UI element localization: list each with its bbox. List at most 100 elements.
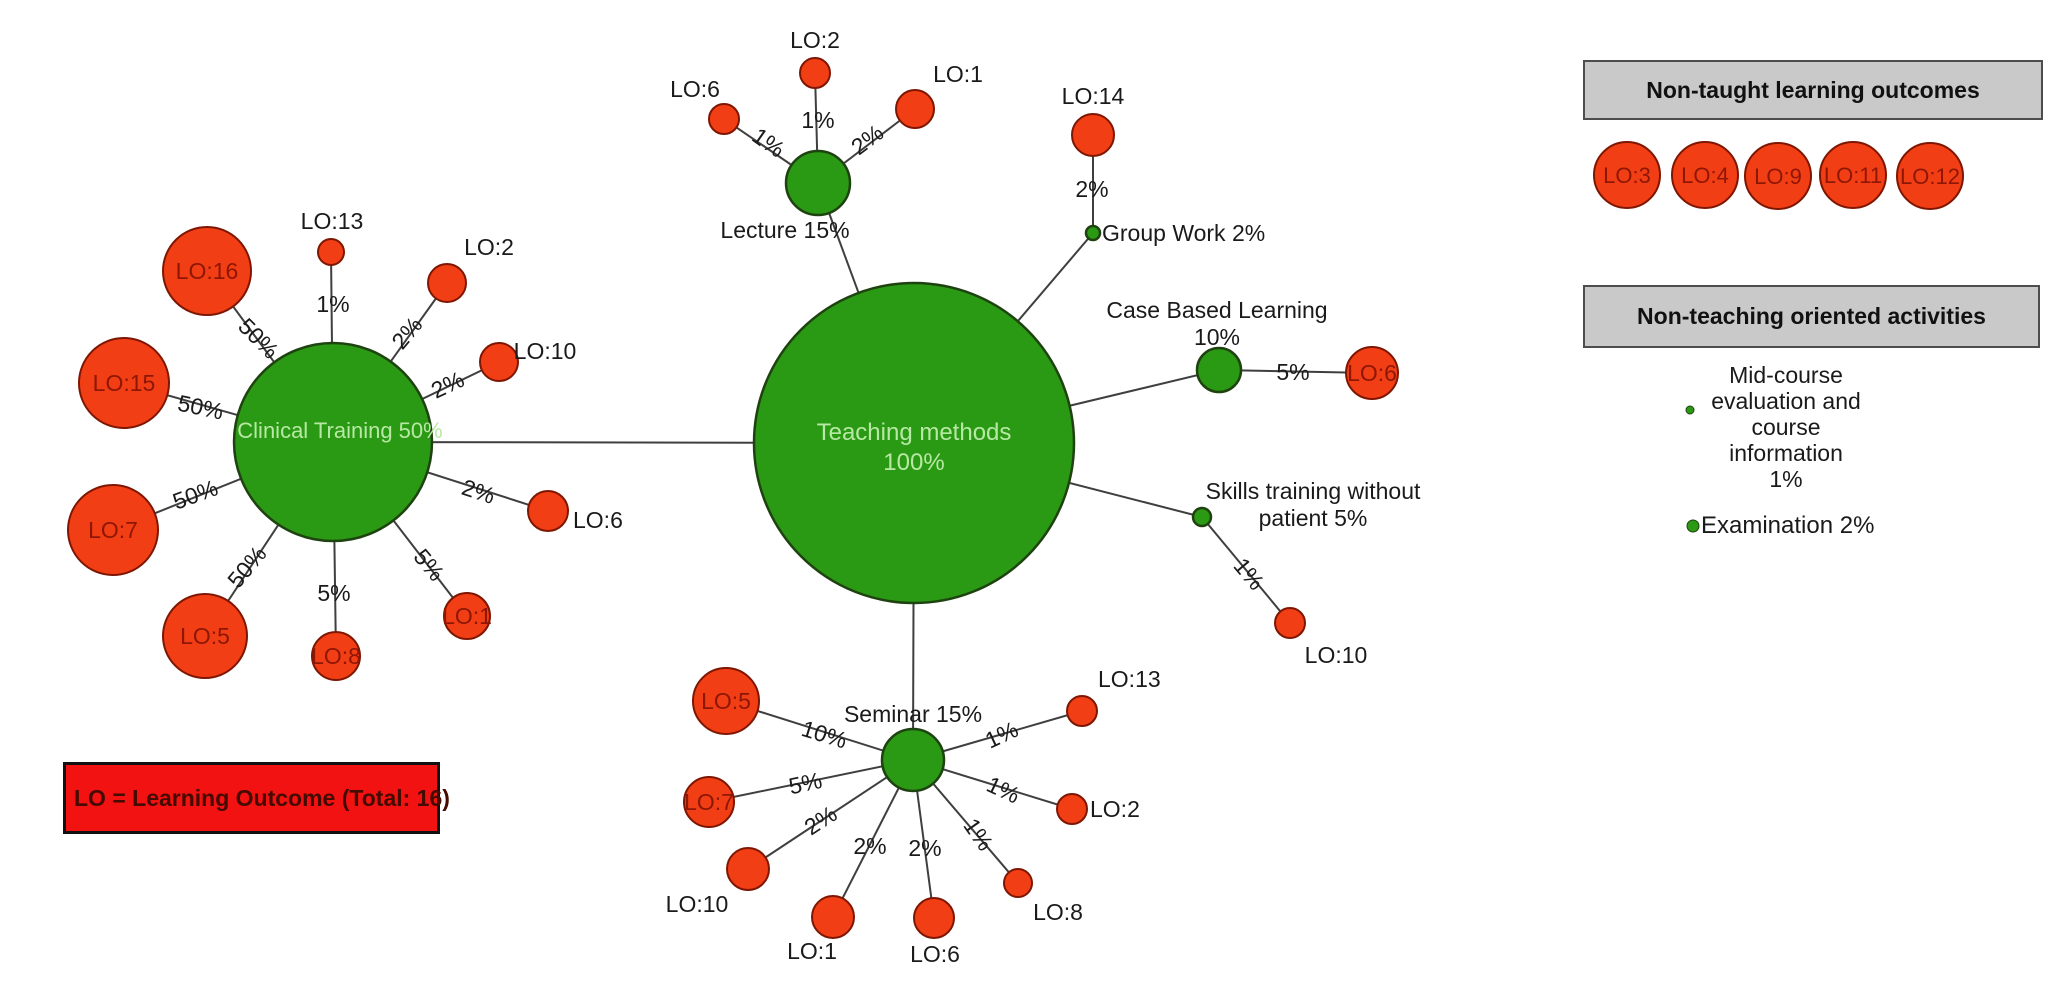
- lo-node-label-panel-lo11: LO:11: [1824, 163, 1882, 188]
- lo-node-label-clinical-lo5: LO:5: [180, 623, 230, 649]
- lo-node-label-seminar-lo7: LO:7: [684, 789, 734, 815]
- lo-node-label-clinical-lo7: LO:7: [88, 517, 138, 543]
- label-clinical-lo13: LO:13: [301, 208, 364, 234]
- label-seminar: Seminar 15%: [844, 701, 982, 727]
- pct-seminar-lo5: 10%: [799, 715, 851, 753]
- pct-lecture-lo2: 1%: [801, 107, 834, 133]
- label-skills-line1: Skills training without: [1206, 478, 1421, 504]
- label-cbl-line1: Case Based Learning: [1106, 297, 1327, 323]
- lo-node-seminar-lo13: [1066, 695, 1098, 727]
- hub-label-teaching-methods: Teaching methods 100%: [817, 419, 1012, 476]
- pct-seminar-lo6: 2%: [908, 835, 941, 861]
- pct-clinical-lo13: 1%: [316, 291, 349, 317]
- edge-seminar-lo10: [747, 759, 914, 870]
- pct-clinical-lo1: 5%: [408, 544, 449, 586]
- label-lecture-lo2: LO:2: [790, 27, 840, 53]
- pct-seminar-lo13: 1%: [981, 716, 1022, 754]
- pct-cbl-lo6: 5%: [1276, 359, 1309, 385]
- lo-node-skills-lo10: [1274, 607, 1306, 639]
- pct-seminar-lo2: 1%: [983, 771, 1024, 809]
- midcourse-line-2: evaluation and: [1711, 388, 1861, 414]
- edge-skills-lo10: [1201, 516, 1291, 624]
- lo-node-panel-lo9: [1744, 142, 1812, 210]
- lo-legend-text: LO = Learning Outcome (Total: 16): [74, 784, 450, 811]
- pct-clinical-lo5: 50%: [222, 541, 272, 593]
- lo-node-label-clinical-lo15: LO:15: [93, 370, 156, 396]
- label-group-work: Group Work 2%: [1102, 220, 1265, 246]
- lo-node-clinical-lo16: [162, 226, 252, 316]
- non-teaching-activities-title: Non-teaching oriented activities: [1637, 303, 1986, 329]
- label-clinical-lo2: LO:2: [464, 234, 514, 260]
- pct-clinical-lo16: 50%: [233, 313, 284, 364]
- lo-node-clinical-lo15: [78, 337, 170, 429]
- pct-lecture-lo1: 2%: [846, 119, 888, 160]
- pct-clinical-lo7: 50%: [169, 474, 221, 514]
- lo-node-clinical-lo10: [479, 342, 519, 382]
- label-seminar-lo1: LO:1: [787, 938, 837, 964]
- lo-node-groupwork-lo14: [1071, 113, 1115, 157]
- lo-node-clinical-lo5: [162, 593, 248, 679]
- hub-group-work: [1084, 224, 1102, 242]
- label-seminar-lo6: LO:6: [910, 941, 960, 967]
- lo-node-lecture-lo6: [708, 103, 740, 135]
- hub-label-clinical-training: Clinical Training 50%: [237, 418, 442, 443]
- pct-lecture-lo6: 1%: [748, 122, 790, 162]
- label-clinical-lo6: LO:6: [573, 507, 623, 533]
- hub-lecture: [784, 149, 852, 217]
- non-teaching-activities-header: Non-teaching oriented activities: [1583, 285, 2040, 348]
- lo-legend-box: LO = Learning Outcome (Total: 16): [63, 762, 450, 834]
- lo-node-label-panel-lo12: LO:12: [1900, 164, 1960, 189]
- label-lecture-lo1: LO:1: [933, 61, 983, 87]
- hub-clinical-training: [232, 341, 434, 543]
- hub-case-based-learning: [1195, 346, 1243, 394]
- pct-clinical-lo6: 2%: [459, 474, 499, 509]
- hub-skills-training: [1191, 506, 1213, 528]
- lo-node-panel-lo4: [1671, 141, 1739, 209]
- label-lo14: LO:14: [1062, 83, 1125, 109]
- label-lecture: Lecture 15%: [720, 217, 849, 243]
- lo-node-seminar-lo8: [1003, 868, 1033, 898]
- label-seminar-lo2: LO:2: [1090, 796, 1140, 822]
- hub-teaching-methods: [752, 281, 1076, 605]
- pct-clinical-lo15: 50%: [175, 390, 225, 425]
- edge-seminar-lo7: [708, 759, 914, 803]
- lo-node-seminar-lo6: [913, 897, 955, 939]
- label-seminar-lo8: LO:8: [1033, 899, 1083, 925]
- midcourse-line-4: 1%: [1769, 466, 1803, 492]
- pct-skills-lo10: 1%: [1228, 553, 1269, 595]
- lo-node-label-cbl-lo6: LO:6: [1347, 360, 1397, 386]
- lo-node-label-clinical-lo1: LO:1: [442, 603, 492, 629]
- dot-midcourse: [1685, 405, 1695, 415]
- lo-node-label-panel-lo9: LO:9: [1754, 164, 1802, 189]
- lo-node-cbl-lo6: [1345, 346, 1399, 400]
- hub-seminar: [880, 727, 946, 793]
- dot-examination: [1686, 519, 1700, 533]
- label-seminar-lo13: LO:13: [1098, 666, 1161, 692]
- lo-node-lecture-lo1: [895, 89, 935, 129]
- lo-node-panel-lo11: [1819, 141, 1887, 209]
- non-taught-outcomes-title: Non-taught learning outcomes: [1646, 76, 1980, 103]
- lo-node-seminar-lo2: [1056, 793, 1088, 825]
- midcourse-line-1: Mid-course: [1729, 362, 1843, 388]
- lo-node-seminar-lo1: [811, 895, 855, 939]
- lo-node-clinical-lo7: [67, 484, 159, 576]
- lo-node-seminar-lo7: [683, 776, 735, 828]
- label-skills-line2: patient 5%: [1259, 505, 1368, 531]
- lo-node-lecture-lo2: [799, 57, 831, 89]
- lo-node-panel-lo3: [1593, 141, 1661, 209]
- lo-node-clinical-lo1: [443, 592, 491, 640]
- lo-node-clinical-lo8: [311, 631, 361, 681]
- midcourse-line-3: course information: [1729, 414, 1843, 466]
- midcourse-evaluation-label: Mid-course evaluation and course informa…: [1700, 362, 1872, 492]
- pct-seminar-lo7: 5%: [786, 767, 824, 799]
- examination-label: Examination 2%: [1701, 512, 1875, 539]
- label-skills-lo10: LO:10: [1305, 642, 1368, 668]
- lo-node-label-clinical-lo8: LO:8: [311, 643, 361, 669]
- pct-seminar-lo1: 2%: [853, 833, 886, 859]
- label-seminar-lo10: LO:10: [666, 891, 729, 917]
- pct-groupwork-lo14: 2%: [1075, 176, 1108, 202]
- label-clinical-lo10: LO:10: [514, 338, 577, 364]
- pct-seminar-lo10: 2%: [800, 800, 842, 840]
